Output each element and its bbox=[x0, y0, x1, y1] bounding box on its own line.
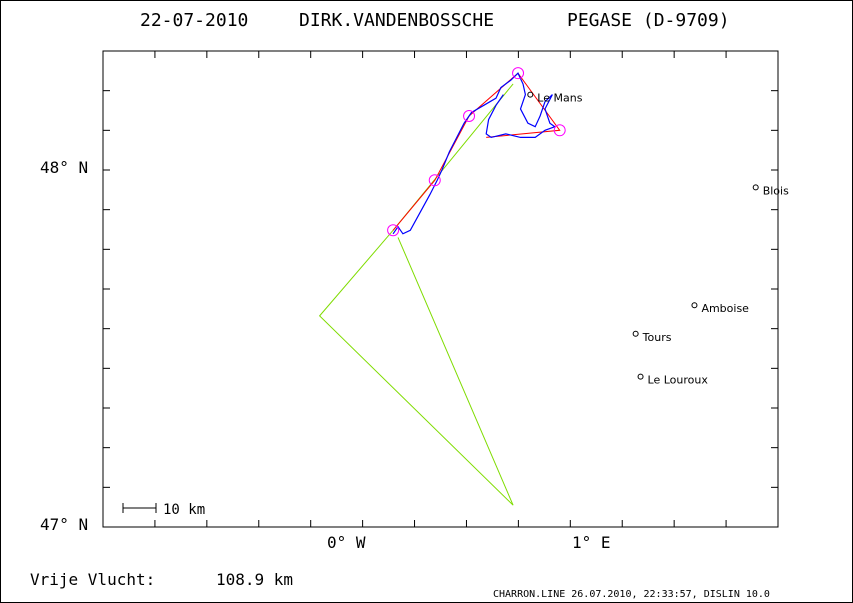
credit-line: CHARRON.LINE 26.07.2010, 22:33:57, DISLI… bbox=[493, 589, 770, 600]
title-glider: PEGASE (D-9709) bbox=[567, 10, 730, 31]
turnpoint-marker-4 bbox=[512, 67, 525, 80]
task-layer bbox=[392, 72, 561, 231]
city-marker-blois bbox=[752, 184, 759, 191]
title-date: 22-07-2010 bbox=[140, 10, 248, 31]
plot-frame bbox=[102, 50, 779, 528]
turnpoint-marker-1 bbox=[387, 224, 400, 237]
axis-ticks bbox=[102, 50, 779, 528]
turnpoint-marker-2 bbox=[428, 174, 441, 187]
lat-label-48: 48° N bbox=[40, 158, 88, 177]
city-marker-le-mans bbox=[527, 91, 534, 98]
track-polyline bbox=[392, 72, 557, 235]
turnpoint-layer bbox=[387, 67, 566, 237]
city-marker-tours bbox=[632, 330, 639, 337]
city-label-blois: Blois bbox=[763, 184, 789, 197]
city-marker-amboise bbox=[691, 302, 698, 309]
title-pilot: DIRK.VANDENBOSSCHE bbox=[299, 10, 494, 31]
outline-layer bbox=[318, 83, 514, 506]
outline-polyline bbox=[318, 83, 514, 506]
scale-bar: 10 km bbox=[122, 502, 205, 518]
city-label-le-louroux: Le Louroux bbox=[648, 374, 709, 387]
turnpoint-marker-3 bbox=[463, 110, 476, 123]
turnpoint-marker-5 bbox=[553, 124, 566, 137]
distance-label: Vrije Vlucht: bbox=[30, 570, 155, 589]
city-label-tours: Tours bbox=[642, 331, 672, 344]
city-label-amboise: Amboise bbox=[701, 302, 749, 315]
lon-label-0: 0° W bbox=[327, 533, 366, 552]
lat-label-47: 47° N bbox=[40, 515, 88, 534]
lon-label-1: 1° E bbox=[572, 533, 611, 552]
city-marker-le-louroux bbox=[637, 373, 644, 380]
task-polyline bbox=[392, 72, 561, 231]
track-layer bbox=[392, 72, 557, 235]
distance-value: 108.9 km bbox=[216, 570, 293, 589]
city-layer: Le Mans Blois Amboise Tours Le Louroux bbox=[527, 91, 789, 387]
scale-bar-label: 10 km bbox=[163, 502, 205, 518]
city-label-le-mans: Le Mans bbox=[537, 92, 582, 105]
